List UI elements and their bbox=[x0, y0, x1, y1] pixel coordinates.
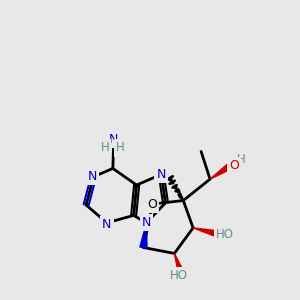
Text: H: H bbox=[237, 153, 245, 166]
Text: H: H bbox=[100, 141, 109, 154]
Polygon shape bbox=[140, 223, 147, 248]
Text: HO: HO bbox=[170, 269, 188, 282]
Text: N: N bbox=[157, 168, 166, 181]
Text: O: O bbox=[229, 159, 239, 172]
Text: N: N bbox=[87, 170, 97, 183]
Polygon shape bbox=[174, 254, 186, 278]
Text: HO: HO bbox=[216, 228, 234, 241]
Polygon shape bbox=[210, 161, 235, 179]
Text: H: H bbox=[116, 141, 125, 154]
Polygon shape bbox=[193, 228, 222, 238]
Text: N: N bbox=[102, 218, 112, 231]
Text: N: N bbox=[142, 216, 151, 229]
Text: N: N bbox=[109, 133, 119, 146]
Text: O: O bbox=[147, 198, 157, 211]
